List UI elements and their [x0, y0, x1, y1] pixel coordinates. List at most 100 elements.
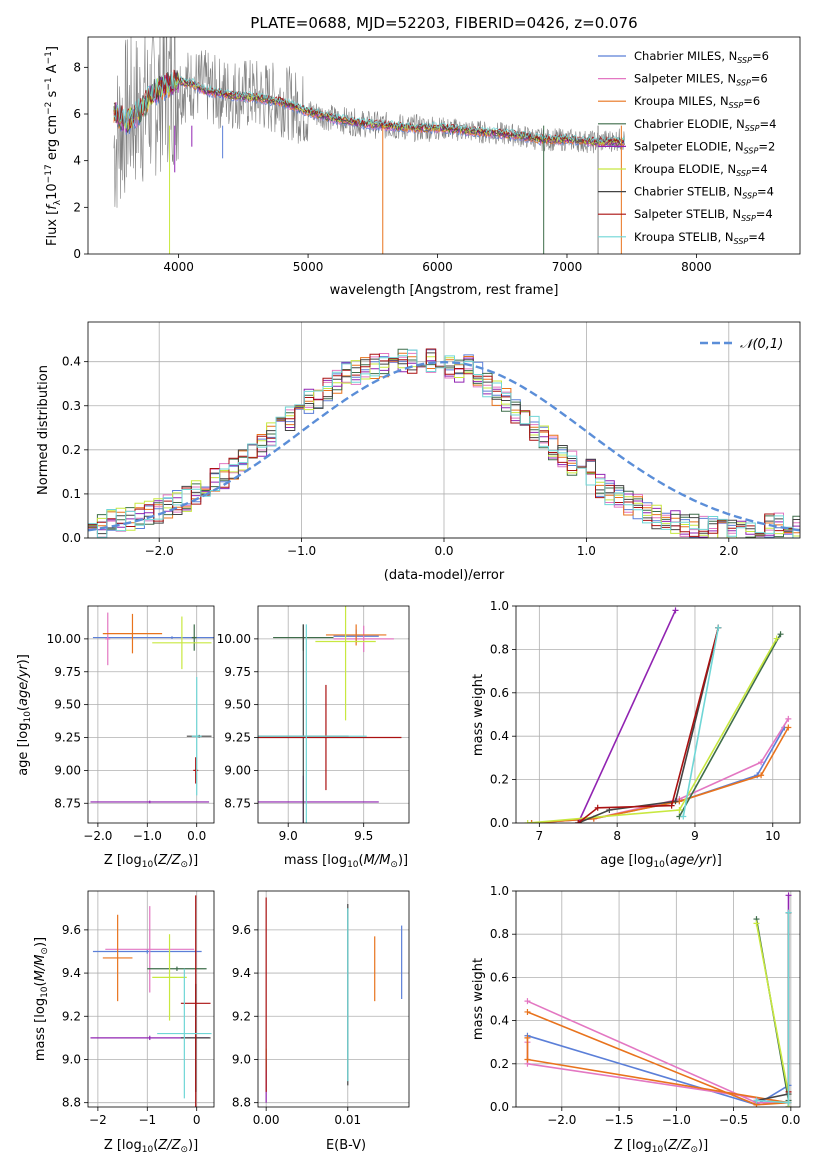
weight-marker [524, 1056, 531, 1063]
y-tick-label: 9.75 [224, 665, 251, 679]
y-tick-label: 6 [73, 107, 81, 121]
mass_vs_EBV-axes: 0.00 0.01 8.8 9.0 9.2 9.4 9.6 [232, 891, 409, 1127]
legend-label: Chabrier ELODIE, NSSP=4 [634, 117, 776, 133]
weight-line-7 [577, 627, 720, 823]
age_vs_Z-frame [87, 605, 215, 824]
weight-age-ylabel: mass weight [471, 674, 486, 756]
histogram-2 [88, 352, 800, 538]
mass-z-ylabel: mass [log10(M/M⊙)] [33, 937, 50, 1061]
y-tick-label: 9.50 [224, 698, 251, 712]
y-tick-label: 9.00 [224, 763, 251, 777]
weight-marker [524, 1034, 531, 1041]
weight-marker [680, 813, 687, 820]
y-tick-label: 1.0 [490, 884, 509, 898]
histogram-6 [88, 352, 800, 535]
x-tick-label: 4000 [163, 260, 194, 274]
spectrum-plot [113, 37, 626, 254]
residuals-ylabel: Normed distribution [36, 365, 51, 495]
x-tick-label: 8000 [681, 260, 712, 274]
y-tick-label: 0.4 [490, 1014, 509, 1028]
histogram-8 [88, 349, 800, 538]
x-tick-label: 9 [691, 829, 699, 843]
x-tick-label: 7000 [552, 260, 583, 274]
x-tick-label: −1.0 [662, 1113, 691, 1127]
weight-age-xlabel: age [log10(age/yr)] [600, 853, 722, 870]
x-tick-label: 10 [765, 829, 780, 843]
age_vs_Z-axes: −2.0 −1.0 0.0 8.75 9.00 9.25 9.50 9.75 10.00 [47, 606, 214, 843]
model-spectrum-4 [113, 72, 625, 146]
spectrum-title: PLATE=0688, MJD=52203, FIBERID=0426, z=0… [250, 14, 637, 32]
y-tick-label: 9.2 [232, 1009, 251, 1023]
x-tick-label: −1.5 [604, 1113, 633, 1127]
weight-marker [773, 635, 780, 642]
weight-line-1 [531, 718, 789, 823]
residuals-xlabel: (data-model)/error [384, 568, 505, 583]
x-tick-label: −2.0 [83, 829, 112, 843]
weight_vs_Z-plot [524, 892, 792, 1107]
y-tick-label: 4 [73, 154, 81, 168]
weight-line-5 [527, 638, 778, 823]
weight-marker [524, 998, 531, 1005]
age_vs_mass-frame [257, 605, 410, 824]
mass_vs_Z-plot [90, 895, 212, 1107]
weight-line-8 [682, 627, 720, 817]
age_vs_Z-plot [90, 612, 214, 804]
y-tick-label: 9.0 [232, 1052, 251, 1066]
y-tick-label: 0.0 [62, 531, 81, 545]
normal-curve [88, 360, 800, 532]
x-tick-label: 0.0 [187, 829, 206, 843]
age-z-xlabel: Z [log10(Z/Z⊙)] [104, 853, 198, 870]
x-tick-label: −1.0 [133, 829, 162, 843]
y-tick-label: 0.4 [490, 729, 509, 743]
y-tick-label: 9.4 [232, 966, 251, 980]
model-spectrum-7 [113, 69, 625, 144]
y-tick-label: 0.8 [490, 927, 509, 941]
legend-label: Chabrier MILES, NSSP=6 [634, 49, 769, 65]
y-tick-label: 0.2 [490, 1057, 509, 1071]
x-tick-label: 0.0 [781, 1113, 800, 1127]
y-tick-label: 0.4 [62, 355, 81, 369]
spectrum-ylabel: Flux [fλ10−17 erg cm−2 s−1 A−1] [44, 46, 63, 246]
y-tick-label: 0.8 [490, 642, 509, 656]
weight-line-6 [577, 627, 720, 823]
weight-line-1 [526, 1000, 789, 1104]
y-tick-label: 8.75 [224, 796, 251, 810]
residuals-frame [87, 321, 801, 539]
weight-line-2 [531, 727, 789, 823]
y-tick-label: 9.6 [232, 923, 251, 937]
x-tick-label: −2.0 [145, 544, 174, 558]
weight-marker [785, 1099, 792, 1106]
model-spectrum-8 [113, 72, 625, 143]
residuals-legend-label: 𝒩(0,1) [740, 337, 783, 352]
weight_vs_age-frame [515, 605, 801, 824]
y-tick-label: 9.0 [62, 1052, 81, 1066]
x-tick-label: −2.0 [547, 1113, 576, 1127]
weight-marker [575, 820, 582, 823]
y-tick-label: 0.0 [490, 816, 509, 830]
y-tick-label: 9.2 [62, 1009, 81, 1023]
weight-line-3 [678, 633, 782, 817]
y-tick-label: 9.00 [54, 763, 81, 777]
weight-line-4 [577, 609, 677, 823]
y-tick-label: 1.0 [490, 599, 509, 613]
y-tick-label: 0.2 [490, 773, 509, 787]
weight-z-ylabel: mass weight [471, 958, 486, 1040]
weight-marker [785, 724, 792, 731]
x-tick-label: 9.0 [279, 829, 298, 843]
age_vs_mass-plot [258, 606, 402, 823]
weight-marker [524, 820, 531, 823]
y-tick-label: 9.25 [54, 731, 81, 745]
legend-label: Kroupa STELIB, NSSP=4 [634, 230, 765, 246]
histogram-7 [88, 348, 800, 537]
y-tick-label: 0 [73, 247, 81, 261]
mass_vs_Z-axes: −2 −1 0 8.8 9.0 9.2 9.4 9.6 [62, 891, 214, 1127]
weight_vs_age-plot [524, 607, 792, 823]
weight-line-0 [531, 727, 786, 823]
residuals-plot [88, 348, 800, 538]
x-tick-label: 0 [193, 1113, 201, 1127]
weight-marker [785, 909, 792, 916]
y-tick-label: 9.75 [54, 665, 81, 679]
x-tick-label: −1.0 [287, 544, 316, 558]
mass_vs_EBV-plot [265, 897, 403, 1103]
